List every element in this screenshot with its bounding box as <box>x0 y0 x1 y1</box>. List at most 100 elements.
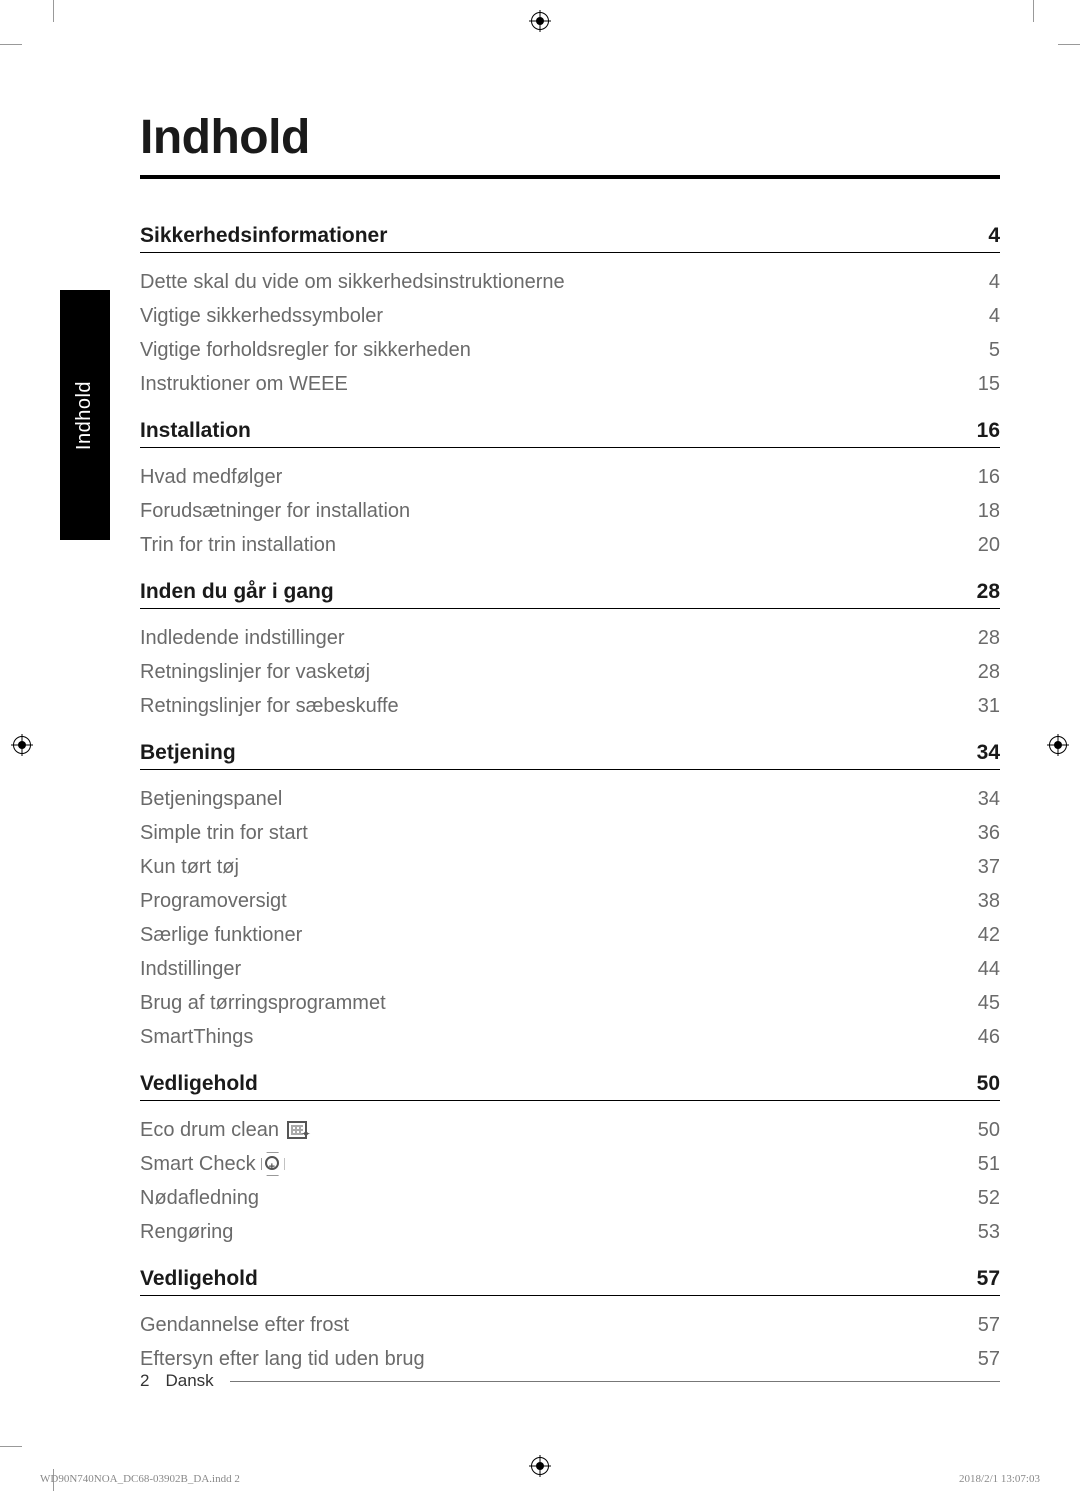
toc-entry-label: Smart Check+ <box>140 1149 282 1179</box>
toc-entry: Simple trin for start 36 <box>140 814 1000 848</box>
toc-entry-label: Særlige funktioner <box>140 920 302 950</box>
toc-section-title: Inden du går i gang <box>140 580 334 604</box>
registration-mark-icon <box>13 736 31 754</box>
toc-section-page: 16 <box>977 419 1000 443</box>
toc-entry-page: 31 <box>978 691 1000 721</box>
toc-entry: Kun tørt tøj 37 <box>140 848 1000 882</box>
crop-mark <box>53 0 54 22</box>
toc-entry: Eco drum clean✦ 50 <box>140 1111 1000 1145</box>
toc-entry-page: 28 <box>978 657 1000 687</box>
footer-language: Dansk <box>165 1371 213 1391</box>
toc-entry: Retningslinjer for vasketøj 28 <box>140 653 1000 687</box>
toc-section-page: 50 <box>977 1072 1000 1096</box>
toc-entry: Vigtige sikkerhedssymboler 4 <box>140 297 1000 331</box>
toc-section-heading: Inden du går i gang 28 <box>140 580 1000 609</box>
toc-entry-label: Kun tørt tøj <box>140 852 239 882</box>
toc-entry: Instruktioner om WEEE15 <box>140 365 1000 399</box>
toc-entry-label: Betjeningspanel <box>140 784 282 814</box>
toc-entry-page: 52 <box>978 1183 1000 1213</box>
sidebar-tab: Indhold <box>60 290 110 540</box>
toc-entry: Hvad medfølger 16 <box>140 458 1000 492</box>
toc-entry-label: Hvad medfølger <box>140 462 282 492</box>
toc-entry: Betjeningspanel 34 <box>140 780 1000 814</box>
toc-entry-page: 38 <box>978 886 1000 916</box>
toc-section-heading: Installation 16 <box>140 419 1000 448</box>
toc-section-title: Vedligehold <box>140 1267 258 1291</box>
toc-entry: Vigtige forholdsregler for sikkerheden 5 <box>140 331 1000 365</box>
toc-entry-page: 36 <box>978 818 1000 848</box>
toc-entry-label: Simple trin for start <box>140 818 308 848</box>
toc-entry-label: Eftersyn efter lang tid uden brug <box>140 1344 425 1374</box>
toc-section-heading: Vedligehold57 <box>140 1267 1000 1296</box>
crop-mark <box>0 1446 22 1447</box>
toc-entry-page: 53 <box>978 1217 1000 1247</box>
toc-entry-page: 4 <box>989 267 1000 297</box>
toc-entry: Særlige funktioner 42 <box>140 916 1000 950</box>
toc-entry-label: Programoversigt <box>140 886 287 916</box>
page-footer: 2 Dansk <box>140 1371 1000 1391</box>
crop-mark <box>0 44 22 45</box>
toc-entry: Gendannelse efter frost57 <box>140 1306 1000 1340</box>
toc-entry-page: 44 <box>978 954 1000 984</box>
sidebar-tab-label: Indhold <box>74 380 97 449</box>
print-imprint: WD90N740NOA_DC68-03902B_DA.indd 2 2018/2… <box>40 1473 1040 1485</box>
toc-entry: Indledende indstillinger 28 <box>140 619 1000 653</box>
crop-mark <box>1033 0 1034 22</box>
toc-entry: Dette skal du vide om sikkerhedsinstrukt… <box>140 263 1000 297</box>
toc-entry-label: Nødafledning <box>140 1183 259 1213</box>
footer-rule <box>230 1381 1000 1382</box>
toc-entry-page: 20 <box>978 530 1000 560</box>
toc-entry-label: Forudsætninger for installation <box>140 496 410 526</box>
toc-entry: Brug af tørringsprogrammet 45 <box>140 984 1000 1018</box>
toc-section-title: Betjening <box>140 741 236 765</box>
toc-entry-label: Trin for trin installation <box>140 530 336 560</box>
toc-entry: Rengøring 53 <box>140 1213 1000 1247</box>
page-frame: Indhold Indhold Sikkerhedsinformationer 4… <box>60 40 1030 1431</box>
toc-entry-label: Rengøring <box>140 1217 233 1247</box>
toc-section-title: Vedligehold <box>140 1072 258 1096</box>
toc-entry-label: Retningslinjer for sæbeskuffe <box>140 691 399 721</box>
toc-section-title: Sikkerhedsinformationer <box>140 224 387 248</box>
smart-check-icon: + <box>264 1155 282 1173</box>
toc-entry-page: 34 <box>978 784 1000 814</box>
toc-entry-label: Dette skal du vide om sikkerhedsinstrukt… <box>140 267 565 297</box>
content-area: Indhold Sikkerhedsinformationer 4 Dette sk… <box>140 110 1000 1374</box>
imprint-timestamp: 2018/2/1 13:07:03 <box>959 1473 1040 1485</box>
toc-entry-page: 45 <box>978 988 1000 1018</box>
toc-entry-page: 16 <box>978 462 1000 492</box>
toc-entry: Trin for trin installation 20 <box>140 526 1000 560</box>
toc-entry-page: 57 <box>978 1344 1000 1374</box>
toc-entry-page: 37 <box>978 852 1000 882</box>
toc-entry-label: Instruktioner om WEEE <box>140 369 348 399</box>
toc-entry-label: Vigtige forholdsregler for sikkerheden <box>140 335 471 365</box>
table-of-contents: Sikkerhedsinformationer 4 Dette skal du vi… <box>140 224 1000 1374</box>
toc-entry: Eftersyn efter lang tid uden brug 57 <box>140 1340 1000 1374</box>
toc-entry-page: 42 <box>978 920 1000 950</box>
drum-clean-icon: ✦ <box>287 1121 307 1139</box>
crop-mark <box>1058 44 1080 45</box>
toc-entry-label: Vigtige sikkerhedssymboler <box>140 301 383 331</box>
toc-entry-label: Indstillinger <box>140 954 241 984</box>
toc-entry-page: 46 <box>978 1022 1000 1052</box>
toc-entry: Nødafledning 52 <box>140 1179 1000 1213</box>
toc-section-heading: Betjening34 <box>140 741 1000 770</box>
page-title: Indhold <box>140 110 1000 165</box>
toc-entry-label: Indledende indstillinger <box>140 623 345 653</box>
toc-entry-page: 5 <box>989 335 1000 365</box>
toc-entry: Smart Check+51 <box>140 1145 1000 1179</box>
toc-entry-label: Retningslinjer for vasketøj <box>140 657 370 687</box>
toc-entry-label: Eco drum clean✦ <box>140 1115 307 1145</box>
toc-entry: SmartThings 46 <box>140 1018 1000 1052</box>
toc-section-heading: Vedligehold 50 <box>140 1072 1000 1101</box>
toc-section-page: 28 <box>977 580 1000 604</box>
registration-mark-icon <box>531 12 549 30</box>
toc-section-title: Installation <box>140 419 251 443</box>
toc-entry-page: 57 <box>978 1310 1000 1340</box>
toc-entry-page: 50 <box>978 1115 1000 1145</box>
title-rule <box>140 175 1000 179</box>
toc-entry-label: SmartThings <box>140 1022 253 1052</box>
toc-entry-page: 28 <box>978 623 1000 653</box>
toc-entry-page: 4 <box>989 301 1000 331</box>
toc-entry-label: Brug af tørringsprogrammet <box>140 988 386 1018</box>
registration-mark-icon <box>1049 736 1067 754</box>
